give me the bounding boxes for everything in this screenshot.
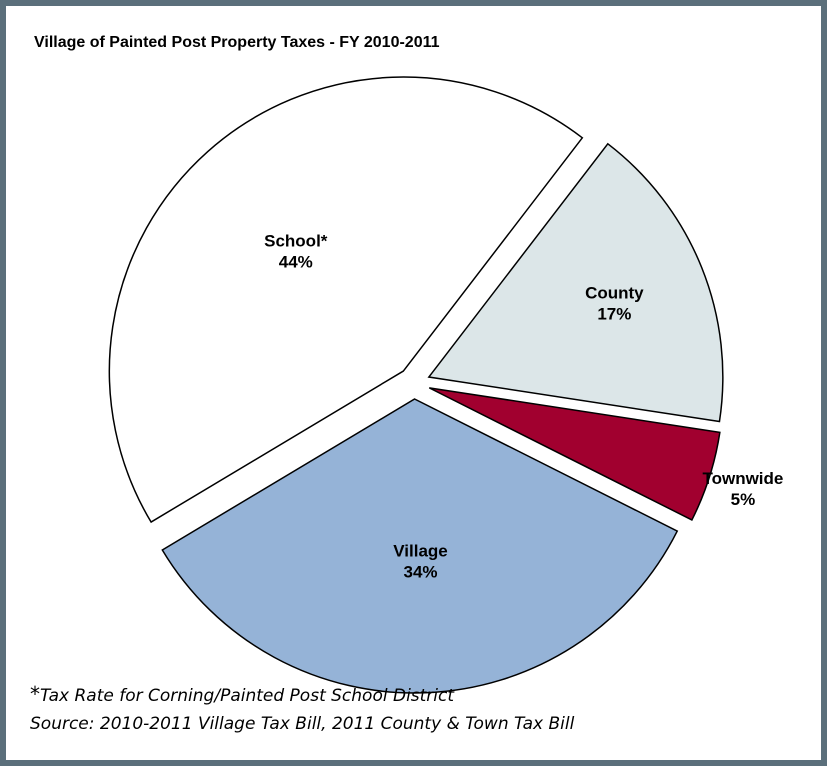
slice-label-village: Village 34% (393, 542, 448, 582)
slice-label-school: School* 44% (264, 231, 328, 271)
footnote: *Tax Rate for Corning/Painted Post Schoo… (30, 682, 454, 706)
pie-slice-townwide (428, 387, 721, 521)
source-note: Source: 2010-2011 Village Tax Bill, 2011… (30, 714, 575, 734)
pie-slice-village (161, 398, 679, 694)
footnote-marker: * (30, 682, 40, 706)
chart-title: Village of Painted Post Property Taxes -… (34, 34, 440, 51)
pie-slices (108, 76, 724, 694)
footnote-text: Tax Rate for Corning/Painted Post School… (40, 686, 455, 706)
slice-label-townwide: Townwide 5% (702, 469, 783, 509)
pie-slice-school (108, 76, 584, 524)
pie-slice-county (427, 142, 724, 423)
slice-label-county: County 17% (585, 283, 644, 323)
pie-labels: County 17% Townwide 5% Village 34% School* 44% (264, 231, 783, 581)
